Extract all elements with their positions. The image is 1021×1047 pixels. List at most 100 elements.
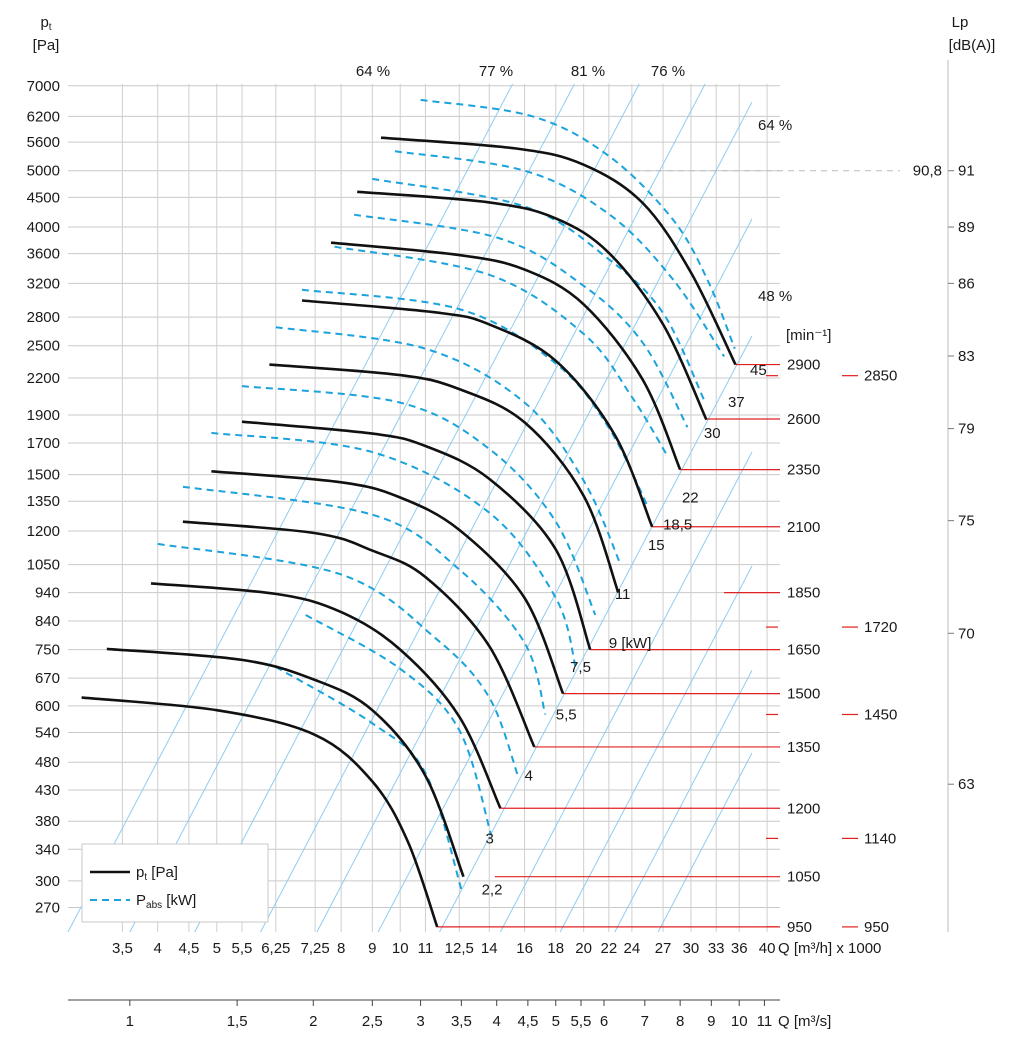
power-curve-9 [241, 385, 597, 616]
y-tick-label: 380 [35, 813, 60, 830]
rpm-label: 950 [787, 919, 812, 936]
x-tick-label-m3h: 22 [601, 940, 618, 957]
y-tick-label: 1900 [27, 407, 60, 424]
x-tick-label-m3h: 12,5 [445, 940, 474, 957]
efficiency-line [377, 218, 753, 933]
legend-pt-label: pt [Pa] [136, 864, 178, 883]
x-tick-label-m3s: 2,5 [362, 1013, 383, 1030]
lp-tick-label: 83 [958, 348, 975, 365]
y-tick-label: 1200 [27, 523, 60, 540]
efficiency-line [67, 83, 513, 933]
lp-tick-label: 79 [958, 421, 975, 438]
x-tick-label-m3h: 7,25 [300, 940, 329, 957]
y-tick-label: 7000 [27, 78, 60, 95]
efficiency-label: 64 % [356, 63, 390, 80]
x-tick-label-m3h: 8 [337, 940, 345, 957]
y-tick-label: 670 [35, 670, 60, 687]
y-tick-label: 840 [35, 613, 60, 630]
efficiency-line [194, 83, 640, 933]
legend: pt [Pa] Pabs [kW] [81, 843, 269, 923]
x-tick-label-m3h: 18 [547, 940, 564, 957]
grid-lines [68, 84, 780, 932]
x-tick-label-m3s: 5 [552, 1013, 560, 1030]
lp-axis-title: Lp [952, 14, 969, 31]
power-curves [157, 98, 736, 890]
efficiency-diagonals [67, 83, 753, 933]
kw-label: 4 [525, 768, 533, 785]
x-tick-label-m3h: 33 [708, 940, 725, 957]
y-tick-label: 1350 [27, 493, 60, 510]
axis-titles: pt [Pa] Lp [dB(A)] Q [m³/h] x 1000 Q [m³… [33, 14, 996, 1030]
rpm-side-label: 1720 [864, 619, 897, 636]
lp-tick-label: 91 [958, 163, 975, 180]
efficiency-line [439, 335, 753, 933]
pressure-curve-1650 [241, 420, 592, 651]
lp-tick-label: 70 [958, 625, 975, 642]
x-tick-label-m3s: 11 [757, 1013, 773, 1030]
y-tick-label: 3200 [27, 275, 60, 292]
lp-tick-label: 75 [958, 513, 975, 530]
lp-marker-label: 90,8 [913, 163, 942, 180]
x-tick-label-m3h: 3,5 [112, 940, 133, 957]
pressure-curve-2600 [357, 190, 708, 421]
y-tick-label: 480 [35, 754, 60, 771]
x-tick-label-m3s: 7 [641, 1013, 649, 1030]
x-tick-label-m3s: 4,5 [517, 1013, 538, 1030]
x-tick-label-m3h: 14 [481, 940, 498, 957]
efficiency-label: 77 % [479, 63, 513, 80]
x-tick-label-m3s: 8 [676, 1013, 684, 1030]
y-axis-title: pt [40, 14, 51, 33]
kw-label: 37 [728, 394, 745, 411]
rpm-side-label: 950 [864, 919, 889, 936]
y-tick-label: 5000 [27, 163, 60, 180]
pressure-curve-1200 [150, 582, 502, 809]
x-tick-label-m3h: 4,5 [178, 940, 199, 957]
chart-labels: 2703003403804304805406006707508409401050… [27, 63, 975, 1030]
y-tick-label: 6200 [27, 108, 60, 125]
y-tick-label: 5600 [27, 134, 60, 151]
power-curve-2,2 [275, 666, 463, 890]
lp-axis-unit: [dB(A)] [949, 37, 996, 54]
kw-label: 15 [648, 537, 665, 554]
rpm-label: 1650 [787, 642, 820, 659]
y-tick-label: 540 [35, 725, 60, 742]
pressure-curve-950 [81, 696, 439, 928]
kw-label: 3 [485, 830, 493, 847]
y-tick-label: 2800 [27, 309, 60, 326]
x-tick-label-m3s: 1,5 [227, 1013, 248, 1030]
rpm-label: 1500 [787, 686, 820, 703]
x-tick-label-m3h: 24 [624, 940, 641, 957]
x-tick-label-m3h: 27 [655, 940, 672, 957]
kw-label: 5,5 [556, 706, 577, 723]
lp-tick-label: 86 [958, 275, 975, 292]
kw-label: 9 [kW] [609, 635, 652, 652]
y-tick-label: 2500 [27, 338, 60, 355]
power-curve-7,5 [211, 431, 577, 668]
pressure-curve-1350 [182, 520, 536, 748]
kw-label: 30 [704, 425, 721, 442]
x-tick-label-m3h: 4 [154, 940, 162, 957]
x-tick-label-m3s: 5,5 [571, 1013, 592, 1030]
y-tick-label: 4500 [27, 189, 60, 206]
x-tick-label-m3h: 40 [759, 940, 776, 957]
power-curve-11 [275, 326, 622, 566]
y-tick-label: 940 [35, 585, 60, 602]
y-tick-label: 270 [35, 899, 60, 916]
x-tick-label-m3s: 4 [493, 1013, 501, 1030]
efficiency-line [559, 565, 753, 933]
x-axis-title-m3h: Q [m³/h] x 1000 [778, 940, 881, 957]
kw-label: 18,5 [663, 517, 692, 534]
x-tick-label-m3h: 10 [392, 940, 409, 957]
x-tick-label-m3h: 30 [683, 940, 700, 957]
efficiency-line [129, 83, 575, 933]
efficiency-line [316, 101, 753, 933]
pressure-curve-2100 [301, 299, 654, 528]
power-curve-5,5 [182, 485, 547, 715]
pressure-curve-1050 [106, 647, 465, 878]
power-curve-22 [353, 213, 689, 428]
efficiency-line [260, 83, 706, 933]
efficiency-line [499, 451, 753, 933]
axes [68, 60, 954, 1006]
x-tick-label-m3h: 5 [213, 940, 221, 957]
x-tick-label-m3h: 16 [516, 940, 533, 957]
